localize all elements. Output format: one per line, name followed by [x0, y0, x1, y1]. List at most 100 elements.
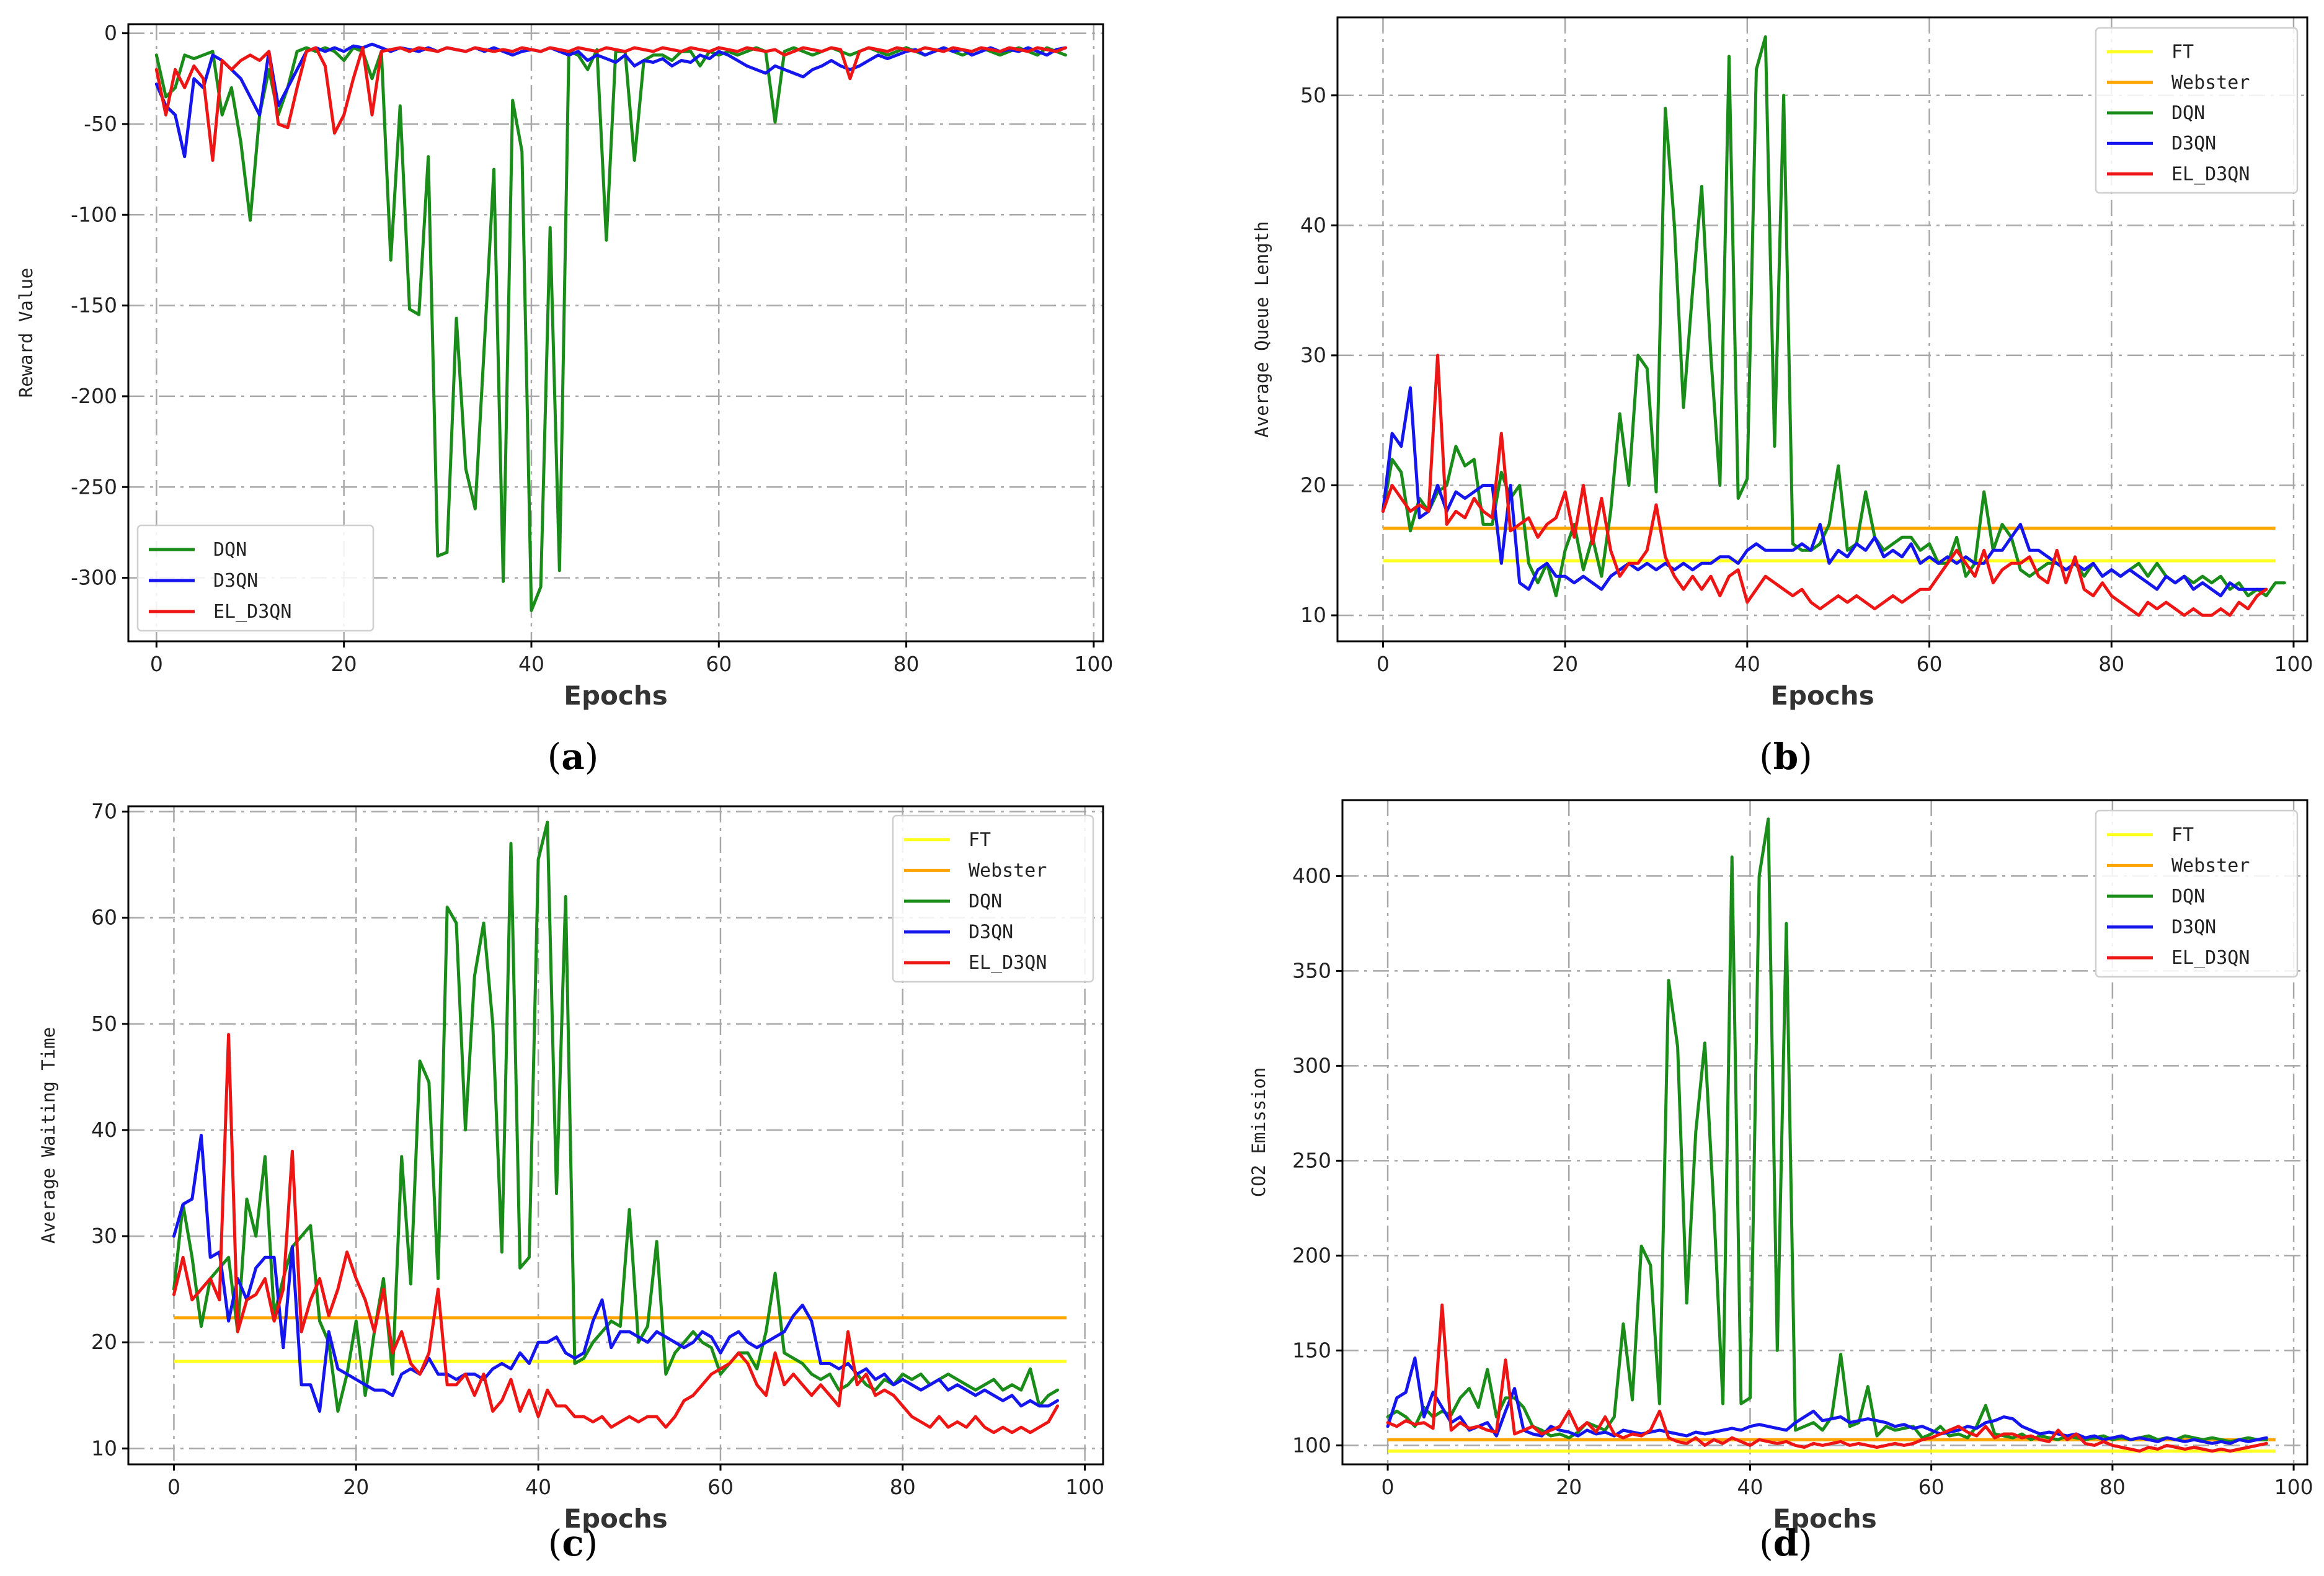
x-tick-label: 60 [706, 652, 732, 676]
y-tick-label: 200 [1292, 1243, 1331, 1267]
series-line-d3qn [1381, 386, 2268, 598]
legend-box [2095, 809, 2299, 978]
legend-label-el-d3qn: EL_D3QN [969, 952, 1047, 974]
legend-label-ft: FT [969, 829, 991, 851]
y-tick-label: -50 [84, 112, 117, 136]
legend-label-d3qn: D3QN [213, 570, 258, 592]
x-axis-label: Epochs [564, 1503, 667, 1534]
y-tick-label: -150 [71, 293, 117, 318]
legend-label-dqn: DQN [969, 891, 1002, 912]
y-tick-label: 400 [1292, 863, 1331, 888]
y-tick-label: 350 [1292, 958, 1331, 982]
panel-label: (d) [1759, 1522, 1812, 1564]
legend-box [136, 524, 375, 632]
legend-label-el-d3qn: EL_D3QN [2171, 947, 2250, 969]
y-axis-label: Reward Value [16, 268, 37, 398]
y-tick-label: 50 [1300, 83, 1326, 107]
y-tick-label: 20 [91, 1330, 117, 1354]
x-tick-label: 20 [1556, 1475, 1582, 1499]
y-tick-label: 20 [1300, 473, 1326, 497]
chart-panel-d: 0 20 40 60 80 100 100 150 200 250 300 350 400 Epochs C… [1248, 799, 2313, 1564]
series-line-dqn [172, 821, 1059, 1413]
y-tick-label: 50 [91, 1012, 117, 1036]
y-axis-label: CO2 Emission [1248, 1067, 1269, 1198]
y-tick-label: 60 [91, 906, 117, 930]
x-tick-label: 0 [167, 1475, 180, 1499]
y-tick-label: 40 [1300, 213, 1326, 237]
legend: FT Webster DQN D3QN EL_D3QN [2095, 809, 2299, 978]
x-tick-label: 100 [2274, 652, 2313, 676]
series-line-dqn [1381, 35, 2286, 598]
series-line-el-d3qn [154, 46, 1067, 162]
legend-label-dqn: DQN [2171, 102, 2205, 124]
x-tick-label: 0 [1382, 1475, 1395, 1499]
x-tick-label: 100 [2274, 1475, 2313, 1499]
y-tick-label: 300 [1292, 1053, 1331, 1077]
x-tick-label: 80 [2098, 652, 2124, 676]
chart-panel-a: 0 20 40 60 80 100 0 -50 -100 -150 -200 -250 -300 Epoc… [16, 21, 1113, 778]
legend: FT Webster DQN D3QN EL_D3QN [892, 814, 1094, 983]
legend-label-ft: FT [2171, 42, 2194, 63]
y-axis-label: Average Queue Length [1251, 221, 1272, 437]
legend-label-webster: Webster [969, 860, 1047, 881]
y-tick-label: 250 [1292, 1148, 1331, 1172]
x-tick-label: 60 [1918, 1475, 1945, 1499]
legend-label-dqn: DQN [213, 539, 247, 561]
x-axis-label: Epochs [1773, 1503, 1876, 1534]
legend-label-webster: Webster [2171, 72, 2250, 94]
y-tick-label: -250 [71, 474, 117, 499]
x-tick-label: 40 [518, 652, 544, 676]
y-tick-label: -200 [71, 384, 117, 408]
x-tick-label: 100 [1074, 652, 1113, 676]
x-tick-label: 100 [1065, 1475, 1104, 1499]
x-tick-label: 20 [343, 1475, 369, 1499]
y-tick-label: -100 [71, 202, 117, 226]
y-tick-label: 150 [1292, 1338, 1331, 1362]
y-tick-label: 70 [91, 799, 117, 824]
legend-label-el-d3qn: EL_D3QN [2171, 163, 2250, 185]
x-tick-label: 40 [1734, 652, 1760, 676]
x-axis-label: Epochs [1770, 680, 1874, 711]
x-tick-label: 0 [150, 652, 163, 676]
chart-panel-c: 0 20 40 60 80 100 10 20 30 40 50 60 70 Epochs Average … [38, 799, 1104, 1564]
legend-box [892, 814, 1094, 983]
x-axis-label: Epochs [564, 680, 667, 711]
y-axis-label: Average Waiting Time [38, 1027, 59, 1244]
series-line-el-d3qn [172, 1033, 1059, 1435]
series-line-d3qn [172, 1134, 1059, 1413]
legend: FT Webster DQN D3QN EL_D3QN [2095, 27, 2299, 194]
y-tick-label: 30 [1300, 343, 1326, 367]
axes-frame [127, 23, 1104, 643]
panel-label: (b) [1759, 736, 1812, 778]
y-tick-label: 40 [91, 1118, 117, 1142]
x-tick-label: 0 [1377, 652, 1390, 676]
x-tick-label: 80 [894, 652, 920, 676]
x-tick-label: 80 [2100, 1475, 2126, 1499]
x-tick-label: 40 [525, 1475, 551, 1499]
legend: DQN D3QN EL_D3QN [136, 524, 375, 632]
series-line-el-d3qn [1381, 354, 2268, 617]
legend-box [2095, 27, 2299, 194]
x-tick-label: 60 [1917, 652, 1943, 676]
legend-label-ft: FT [2171, 824, 2194, 846]
legend-label-d3qn: D3QN [2171, 133, 2216, 154]
panel-label: (c) [548, 1522, 598, 1564]
y-tick-label: 10 [1300, 603, 1326, 627]
legend-label-webster: Webster [2171, 855, 2250, 876]
y-tick-label: 0 [104, 21, 117, 45]
x-tick-label: 60 [707, 1475, 734, 1499]
axes-frame [1336, 16, 2308, 643]
x-tick-label: 20 [331, 652, 357, 676]
y-tick-label: 10 [91, 1436, 117, 1460]
chart-panel-b: 0 20 40 60 80 100 10 20 30 40 50 Epochs Average Queu… [1251, 16, 2313, 778]
panel-label: (a) [548, 736, 599, 778]
series-line-d3qn [1386, 1356, 2268, 1445]
y-tick-label: 30 [91, 1224, 117, 1248]
axes-frame [127, 805, 1104, 1466]
legend-label-d3qn: D3QN [969, 922, 1013, 943]
legend-label-el-d3qn: EL_D3QN [213, 601, 291, 623]
x-tick-label: 40 [1737, 1475, 1763, 1499]
legend-label-d3qn: D3QN [2171, 917, 2216, 938]
x-tick-label: 20 [1552, 652, 1578, 676]
